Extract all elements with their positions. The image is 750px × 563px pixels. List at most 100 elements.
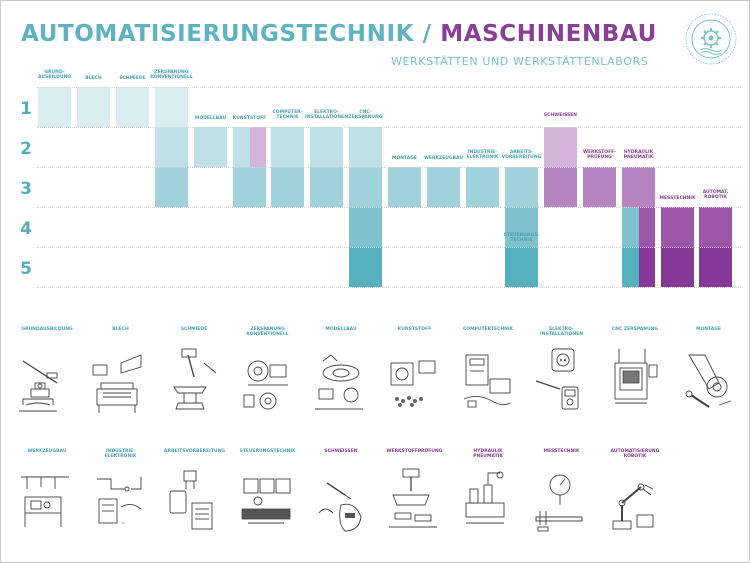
svg-text:~: ~: [121, 521, 125, 527]
timeline-label: GRUND- AUSBILDUNG: [37, 70, 72, 81]
row-guide-line: [37, 207, 743, 208]
page-title: AUTOMATISIERUNGSTECHNIK / MASCHINENBAU: [21, 21, 657, 47]
timeline-block: [622, 207, 639, 247]
timeline-block: [622, 247, 639, 287]
illustration-tile: SCHWEISSEN: [311, 449, 371, 549]
timeline-label: MONTAGE: [391, 155, 418, 161]
illustration-label: ELEKTRO- INSTALLATIONEN: [540, 327, 583, 338]
timeline-block: [638, 247, 655, 287]
gear-seal-icon: [685, 13, 737, 65]
planning-clipboard-icon: [169, 470, 213, 530]
row-number-5: 5: [20, 259, 32, 279]
timeline-block: [233, 167, 266, 207]
caliper-gauge-icon: [535, 474, 582, 532]
row-number-1: 1: [20, 99, 32, 119]
material-testing-icon: [388, 468, 437, 528]
timeline-block: [583, 167, 616, 207]
row-number-3: 3: [20, 179, 32, 199]
timeline-block: [310, 167, 343, 207]
row-guide-line: [37, 87, 743, 88]
timeline-label: COMPUTER- TECHNIK: [272, 110, 303, 121]
timeline-block: [155, 127, 188, 167]
timeline-label: WERKZEUGBAU: [423, 155, 464, 161]
timeline-block: [661, 207, 694, 247]
illustration-tile: MODELLBAU: [311, 327, 371, 427]
timeline-block: [249, 127, 266, 167]
robot-arm-icon: [612, 483, 654, 530]
page-subtitle: WERKSTÄTTEN UND WERKSTÄTTENLABORS: [391, 55, 649, 68]
anvil-hammer-icon: [173, 348, 217, 410]
illustration-label: MESSTECHNIK: [543, 449, 580, 454]
title-part-mechanical: MASCHINENBAU: [440, 21, 657, 47]
timeline-block: [505, 207, 538, 247]
timeline-block: [271, 127, 304, 167]
wrench-assembly-icon: [685, 354, 731, 408]
timeline-block: [466, 167, 499, 207]
timeline-label: SCHMIEDE: [119, 75, 146, 81]
timeline-block: [310, 127, 343, 167]
socket-multimeter-icon: [535, 348, 578, 410]
timeline-label: MODELLBAU: [194, 115, 227, 121]
row-guide-line: [37, 247, 743, 248]
illustration-tile: INDUSTRIE- ELEKTRONIK ~: [91, 449, 151, 549]
illustration-label: GRUNDAUSBILDUNG: [21, 327, 73, 332]
vise-hacksaw-icon: [19, 360, 58, 412]
illustration-tile: WERKZEUGBAU: [17, 449, 77, 549]
illustration-label: ARBEITSVORBEREITUNG: [164, 449, 226, 454]
tool-workshop-icon: [21, 476, 69, 527]
timeline-block: [427, 167, 460, 207]
timeline-label: ARBEITS- VORBEREITUNG: [501, 150, 542, 161]
illustration-tile: ZERSPANUNG KONVENTIONELL: [238, 327, 298, 427]
timeline-block: [544, 127, 577, 167]
circuit-schematic-icon: ~: [96, 477, 141, 527]
plastic-molding-icon: [390, 360, 435, 407]
cnc-machine-icon: [614, 349, 658, 404]
illustration-label: HYDRAULIK PNEUMATIK: [473, 449, 503, 460]
timeline-block: [699, 207, 732, 247]
illustration-label: SCHMIEDE: [180, 327, 208, 332]
timeline-block: [116, 87, 149, 127]
timeline-label: HYDRAULIK PNEUMATIK: [623, 150, 654, 161]
timeline-block: [349, 167, 382, 207]
timeline-label: ZERSPANUNG KONVENTIONELL: [150, 70, 193, 81]
lathe-chuck-icon: [243, 360, 288, 410]
illustration-tile: HYDRAULIK PNEUMATIK: [458, 449, 518, 549]
timeline-block: [194, 127, 227, 167]
model-parts-icon: [315, 354, 363, 410]
illustration-label: KUNSTSTOFF: [397, 327, 432, 332]
illustration-label: AUTOMATISIERUNG ROBOTIK: [610, 449, 660, 460]
illustration-tile: AUTOMATISIERUNG ROBOTIK: [605, 449, 665, 549]
illustration-tile: GRUNDAUSBILDUNG: [17, 327, 77, 427]
timeline-block: [622, 167, 655, 207]
illustration-tile: BLECH: [91, 327, 151, 427]
illustration-tile: STEUERUNGSTECHNIK: [238, 449, 298, 549]
timeline-label: KUNSTSTOFF: [232, 115, 267, 121]
timeline-block: [661, 247, 694, 287]
illustration-label: ZERSPANUNG KONVENTIONELL: [246, 327, 289, 338]
welding-mask-icon: [318, 482, 362, 532]
illustration-label: MONTAGE: [695, 327, 722, 332]
timeline-block: [271, 167, 304, 207]
row-guide-line: [37, 167, 743, 168]
timeline-block: [505, 167, 538, 207]
timeline-block: [638, 207, 655, 247]
illustration-tile: KUNSTSTOFF: [385, 327, 445, 427]
timeline-block: [349, 207, 382, 247]
row-number-2: 2: [20, 139, 32, 159]
illustration-tile: ELEKTRO- INSTALLATIONEN: [532, 327, 592, 427]
timeline-block: [349, 127, 382, 167]
illustration-tile: MESSTECHNIK: [532, 449, 592, 549]
row-number-4: 4: [20, 219, 32, 239]
illustration-tile: COMPUTERTECHNIK: [458, 327, 518, 427]
illustration-label: COMPUTERTECHNIK: [462, 327, 514, 332]
illustration-label: MODELLBAU: [325, 327, 357, 332]
illustration-label: INDUSTRIE- ELEKTRONIK: [104, 449, 137, 460]
illustration-label: WERKZEUGBAU: [27, 449, 67, 454]
timeline-label: WERKSTOFF- PRÜFUNG: [582, 150, 616, 161]
plc-control-icon: [241, 478, 290, 524]
timeline-block: [544, 167, 577, 207]
timeline-block: [77, 87, 110, 127]
illustration-label: STEUERUNGSTECHNIK: [239, 449, 296, 454]
illustration-label: BLECH: [112, 327, 129, 332]
computer-board-icon: [463, 354, 511, 408]
